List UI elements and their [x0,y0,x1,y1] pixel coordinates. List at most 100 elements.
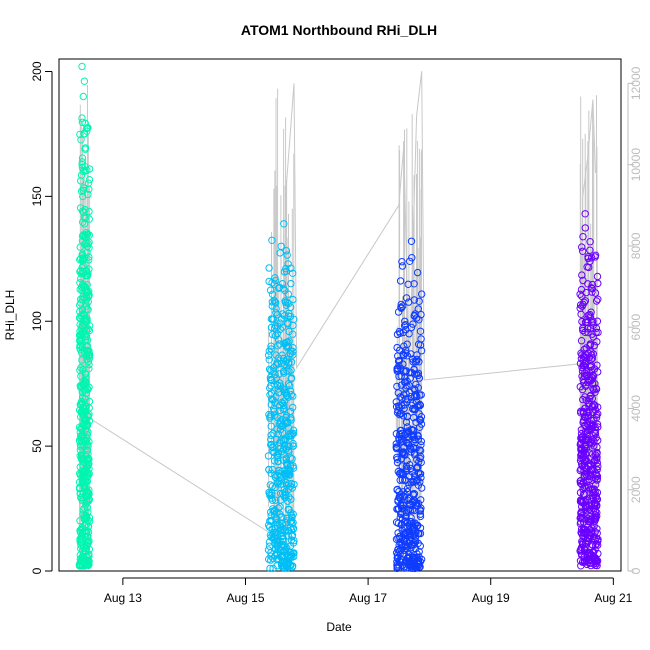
scatter-point [590,504,598,513]
y2-tick-label: 6000 [629,314,643,341]
scatter-point [282,264,290,273]
scatter-point [577,355,586,363]
scatter-point [289,295,297,304]
scatter-point [79,92,88,101]
scatter-point [578,292,586,300]
scatter-point [265,347,273,355]
scatter-point [265,538,274,546]
scatter-point [278,415,286,424]
scatter-point [579,247,587,256]
scatter-point [269,405,278,413]
scatter-point [584,253,592,261]
scatter-point [586,439,595,447]
scatter-point [415,410,423,418]
scatter-point [266,391,274,399]
scatter-point [413,268,422,277]
scatter-point [583,551,591,559]
scatter-point [84,454,93,462]
scatter-point [410,311,419,320]
scatter-point [416,512,425,521]
scatter-point [275,442,283,450]
scatter-point [82,271,90,279]
scatter-point [402,294,411,302]
scatter-point [582,288,590,297]
scatter-point [84,492,92,500]
scatter-point [594,403,602,411]
scatter-point [81,119,89,128]
scatter-point [397,500,405,509]
scatter-point [579,326,587,335]
x-tick-label: Aug 13 [104,591,142,605]
scatter-point [587,422,595,431]
scatter-point [270,457,279,465]
scatter-point [80,380,88,388]
scatter-point [290,536,298,545]
scatter-point [268,465,277,474]
scatter-point [287,548,295,557]
scatter-point [277,315,286,323]
scatter-point [84,442,92,450]
scatter-point [577,496,586,505]
scatter-point [580,298,588,307]
scatter-point [393,453,401,462]
x-tick-label: Aug 15 [226,591,264,605]
scatter-point [278,467,286,475]
scatter-point [83,305,91,313]
scatter-point [269,564,277,573]
scatter-point [398,462,406,470]
scatter-point [289,429,298,438]
scatter-point [584,376,593,384]
scatter-point [286,303,295,311]
scatter-point [410,498,418,507]
scatter-point [581,210,589,218]
scatter-point [593,529,601,537]
scatter-point [78,322,86,330]
scatter-point [79,256,88,264]
y-tick-label: 150 [30,186,44,206]
scatter-point [82,318,90,326]
scatter-point [84,190,92,199]
scatter-point [581,369,589,377]
scatter-point [279,284,287,292]
scatter-point [416,470,424,478]
scatter-point [81,417,89,425]
scatter-point [85,207,93,216]
scatter-point [77,177,85,185]
scatter-point [280,220,288,228]
scatter-point [282,267,291,275]
scatter-point [79,393,87,401]
scatter-point [576,557,585,565]
scatter-point [593,476,601,484]
scatter-point [85,469,93,478]
scatter-point [279,399,287,408]
scatter-point [80,220,89,228]
scatter-point [399,302,407,310]
x-tick-label: Aug 17 [349,591,387,605]
scatter-point [402,508,410,517]
scatter-point [83,242,92,250]
scatter-point [402,384,410,392]
scatter-point [281,297,289,305]
scatter-point [289,330,297,338]
scatter-point [582,445,591,453]
scatter-point [275,283,284,291]
scatter-point [408,541,416,549]
scatter-point [406,444,414,452]
scatter-point [287,279,295,288]
scatter-point [589,465,597,473]
scatter-point [579,478,588,486]
scatter-point [78,529,87,537]
scatter-point [265,488,273,497]
scatter-point [268,496,277,504]
chart-title: ATOM1 Northbound RHi_DLH [241,22,437,38]
scatter-point [266,517,274,525]
scatter-point [82,520,91,528]
scatter-point [275,370,283,378]
scatter-point [277,359,286,368]
scatter-point [288,430,296,438]
scatter-point [409,562,417,570]
scatter-point [271,331,280,340]
scatter-point [412,553,420,561]
scatter-point [593,317,602,325]
scatter-point [266,564,274,573]
